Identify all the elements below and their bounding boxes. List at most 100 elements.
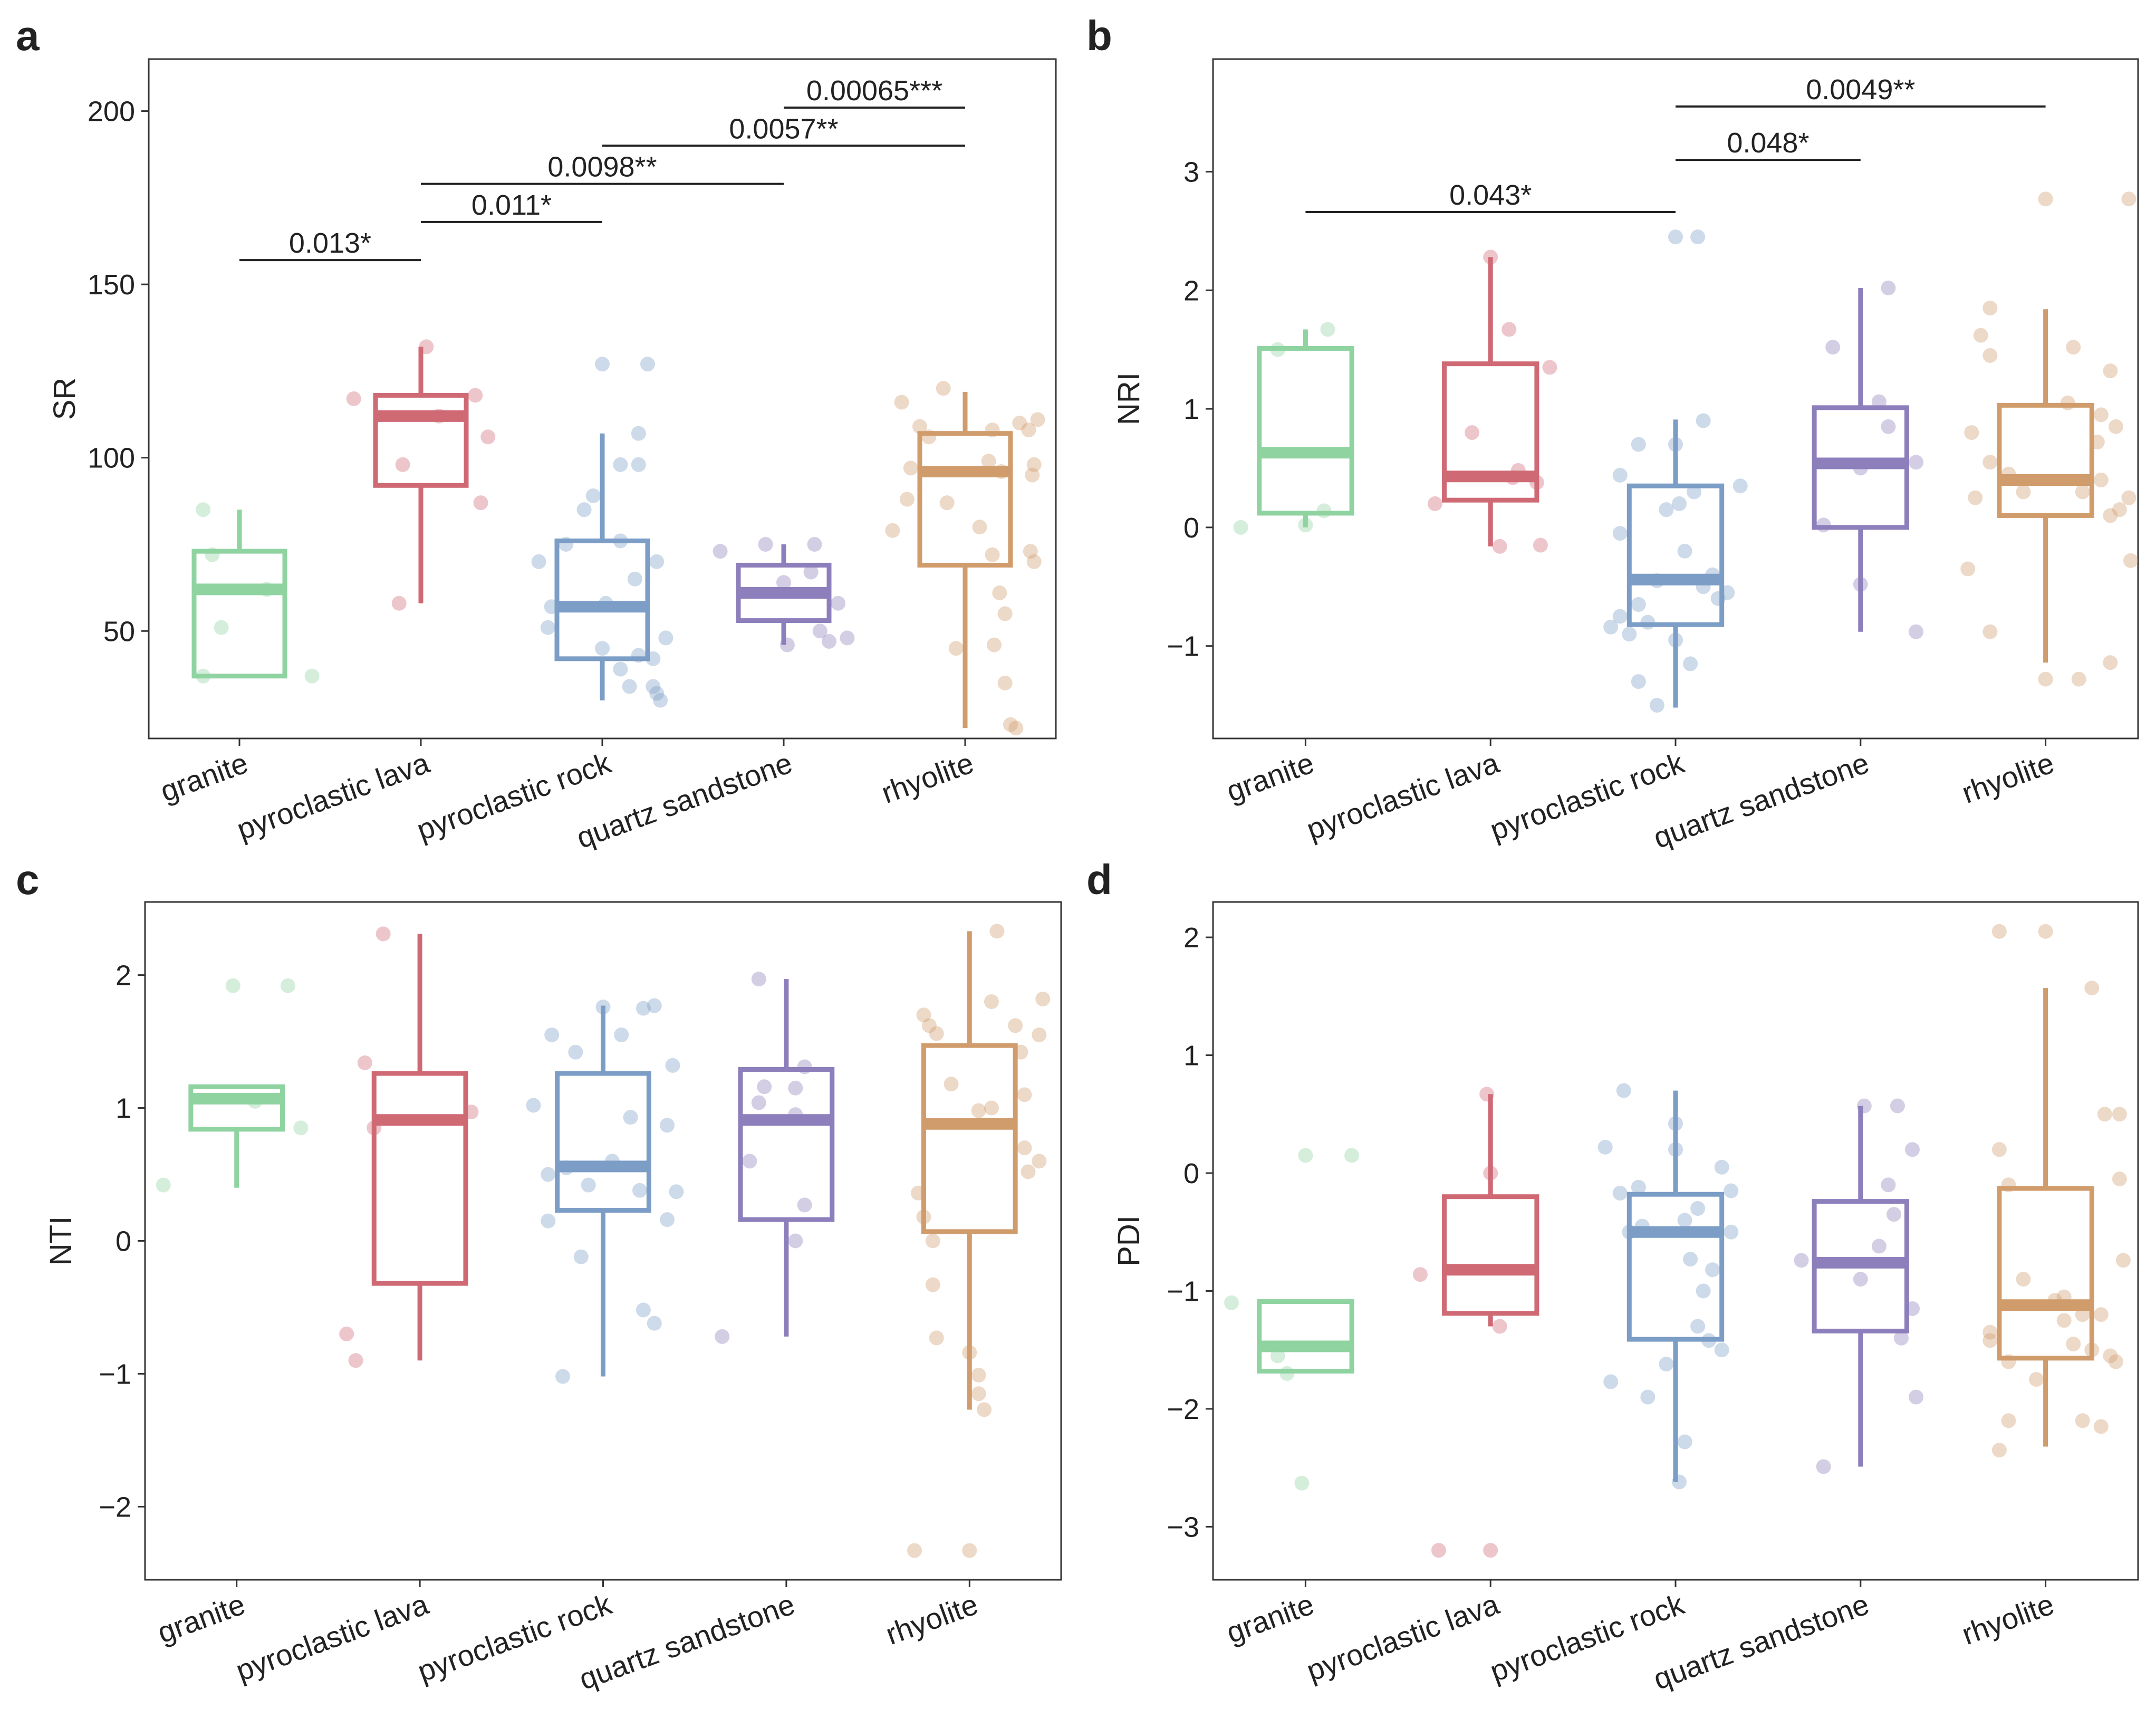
box-iqr bbox=[1257, 1299, 1354, 1374]
data-point bbox=[2093, 1307, 2109, 1322]
data-point bbox=[807, 537, 822, 552]
data-point bbox=[788, 1233, 803, 1249]
data-point bbox=[812, 623, 827, 639]
data-point bbox=[2112, 1107, 2127, 1122]
data-point bbox=[987, 637, 1002, 652]
data-point bbox=[2016, 484, 2031, 500]
data-point bbox=[1003, 717, 1018, 732]
data-point bbox=[1032, 1027, 1047, 1042]
data-point bbox=[989, 924, 1005, 939]
data-point bbox=[1631, 597, 1646, 612]
box-pyroclastic-rock bbox=[1626, 419, 1725, 708]
data-point bbox=[468, 388, 483, 403]
data-point bbox=[1021, 1164, 1036, 1179]
data-point bbox=[1991, 1443, 2007, 1458]
x-tick-label: pyroclastic lava bbox=[233, 746, 434, 846]
data-point bbox=[984, 1100, 999, 1116]
data-point bbox=[1533, 537, 1548, 553]
y-tick-label: 0 bbox=[1183, 1158, 1199, 1189]
data-point bbox=[1982, 624, 1998, 639]
data-point bbox=[944, 1077, 959, 1092]
data-point bbox=[1616, 1083, 1631, 1098]
box-granite bbox=[188, 1084, 285, 1188]
data-point bbox=[1612, 526, 1628, 541]
data-point bbox=[1030, 412, 1045, 427]
data-point bbox=[391, 596, 407, 611]
data-point bbox=[1909, 455, 1924, 470]
y-tick-label: −1 bbox=[1167, 1275, 1199, 1307]
data-point bbox=[715, 1329, 730, 1344]
data-point bbox=[214, 620, 229, 635]
data-point bbox=[751, 1095, 766, 1110]
box-quartz-sandstone bbox=[736, 544, 832, 645]
data-point bbox=[346, 391, 361, 406]
data-point bbox=[649, 686, 665, 701]
data-point bbox=[2001, 1413, 2016, 1428]
data-point bbox=[541, 1213, 556, 1228]
data-point bbox=[1714, 1342, 1729, 1358]
data-point bbox=[573, 1249, 589, 1264]
data-point bbox=[1224, 1295, 1239, 1310]
data-point bbox=[758, 537, 773, 552]
data-point bbox=[1668, 229, 1683, 245]
significance-label: 0.013* bbox=[289, 227, 371, 259]
panel-letter: d bbox=[1086, 856, 1112, 903]
box-iqr bbox=[373, 392, 469, 488]
data-point bbox=[2016, 1272, 2031, 1287]
data-point bbox=[280, 978, 295, 993]
data-point bbox=[1026, 554, 1042, 569]
data-point bbox=[1886, 1207, 1901, 1222]
data-point bbox=[1649, 698, 1664, 713]
data-point bbox=[1964, 425, 1979, 440]
data-point bbox=[2103, 363, 2118, 379]
box-iqr bbox=[188, 1084, 285, 1132]
data-point bbox=[555, 1369, 571, 1384]
data-point bbox=[1659, 502, 1674, 517]
data-point bbox=[1696, 413, 1711, 428]
data-point bbox=[2103, 1348, 2118, 1364]
data-point bbox=[1631, 1179, 1646, 1195]
box-pyroclastic-lava bbox=[1442, 1094, 1539, 1327]
data-point bbox=[2123, 553, 2138, 568]
data-point bbox=[1017, 1087, 1032, 1102]
data-point bbox=[971, 1386, 986, 1401]
data-point bbox=[797, 1197, 812, 1213]
panel-letter: b bbox=[1086, 12, 1112, 59]
data-point bbox=[831, 596, 846, 611]
data-point bbox=[613, 457, 628, 472]
y-tick-label: −1 bbox=[1167, 631, 1199, 663]
data-point bbox=[568, 1044, 583, 1060]
data-point bbox=[2056, 1313, 2072, 1328]
box-iqr bbox=[554, 538, 650, 661]
data-point bbox=[1640, 1389, 1656, 1405]
y-axis-label: NRI bbox=[1112, 372, 1146, 425]
data-point bbox=[293, 1120, 309, 1136]
data-point bbox=[1035, 991, 1051, 1006]
data-point bbox=[885, 523, 900, 538]
data-point bbox=[1893, 1330, 1909, 1346]
box-pyroclastic-lava bbox=[373, 347, 469, 603]
data-point bbox=[613, 661, 628, 677]
data-point bbox=[2038, 191, 2053, 207]
data-point bbox=[1294, 1475, 1310, 1491]
data-point bbox=[595, 357, 610, 372]
data-point bbox=[1905, 1142, 1920, 1157]
box-iqr bbox=[921, 1043, 1018, 1234]
data-point bbox=[776, 575, 791, 590]
data-point bbox=[614, 1027, 629, 1042]
data-point bbox=[660, 1212, 675, 1227]
box-pyroclastic-rock bbox=[554, 433, 650, 700]
data-point bbox=[1973, 328, 1988, 343]
data-point bbox=[304, 668, 320, 684]
data-point bbox=[1023, 544, 1038, 559]
data-point bbox=[1612, 1185, 1628, 1201]
data-point bbox=[2103, 655, 2118, 670]
box-pyroclastic-lava bbox=[371, 934, 468, 1361]
data-point bbox=[1816, 1459, 1831, 1474]
data-point bbox=[916, 1007, 931, 1023]
y-tick-label: 2 bbox=[1183, 922, 1199, 954]
box-rhyolite bbox=[917, 391, 1013, 728]
data-point bbox=[348, 1353, 363, 1368]
